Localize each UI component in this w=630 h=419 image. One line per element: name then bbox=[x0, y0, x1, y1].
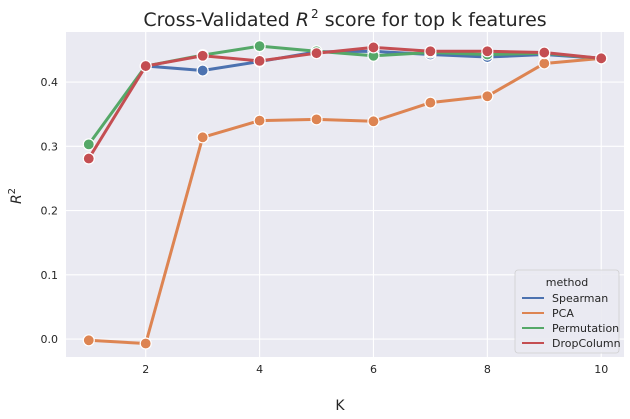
series-line bbox=[87, 56, 603, 346]
legend-box bbox=[514, 269, 620, 354]
series-dropcolumn bbox=[82, 41, 608, 165]
data-point bbox=[310, 47, 323, 60]
legend: method Spearman PCA Permutation DropColumn bbox=[514, 269, 621, 354]
data-point bbox=[139, 59, 152, 73]
data-point bbox=[481, 45, 494, 58]
legend-items: Spearman PCA Permutation DropColumn bbox=[522, 292, 621, 350]
x-tick-label: 2 bbox=[142, 363, 149, 376]
data-point bbox=[253, 54, 266, 68]
y-tick-label: 0.2 bbox=[41, 205, 59, 218]
y-tick-label: 0.4 bbox=[41, 76, 59, 89]
data-point bbox=[82, 334, 95, 347]
legend-label: Spearman bbox=[552, 292, 608, 305]
x-tick-label: 4 bbox=[256, 363, 263, 376]
data-point bbox=[253, 114, 266, 127]
x-tick-label: 8 bbox=[484, 363, 491, 376]
data-point bbox=[424, 96, 437, 109]
legend-label: Permutation bbox=[552, 322, 619, 335]
tick-labels: 2 4 6 8 10 0.0 0.1 0.2 0.3 0.4 bbox=[41, 76, 609, 376]
data-point bbox=[253, 40, 266, 53]
data-point bbox=[196, 49, 209, 62]
data-point bbox=[139, 337, 152, 350]
series-layer bbox=[82, 40, 608, 350]
data-point bbox=[481, 90, 494, 103]
data-point bbox=[424, 45, 437, 58]
legend-label: PCA bbox=[552, 307, 574, 320]
legend-label: DropColumn bbox=[552, 337, 621, 350]
data-point bbox=[196, 64, 209, 77]
y-tick-label: 0.1 bbox=[41, 269, 59, 282]
x-tick-label: 6 bbox=[370, 363, 377, 376]
data-point bbox=[310, 113, 323, 126]
data-point bbox=[538, 46, 551, 59]
series-line bbox=[87, 45, 603, 161]
data-point bbox=[367, 115, 380, 128]
x-axis-label: K bbox=[335, 398, 345, 414]
data-point bbox=[82, 138, 95, 151]
data-point bbox=[367, 41, 380, 54]
y-tick-label: 0.3 bbox=[41, 140, 59, 153]
legend-title: method bbox=[546, 276, 588, 289]
x-tick-label: 10 bbox=[594, 363, 608, 376]
data-point bbox=[196, 131, 209, 144]
y-tick-label: 0.0 bbox=[41, 333, 59, 346]
data-point bbox=[538, 57, 551, 70]
data-point bbox=[82, 152, 95, 165]
data-point bbox=[595, 52, 608, 65]
y-axis-label: R2 bbox=[7, 188, 25, 204]
